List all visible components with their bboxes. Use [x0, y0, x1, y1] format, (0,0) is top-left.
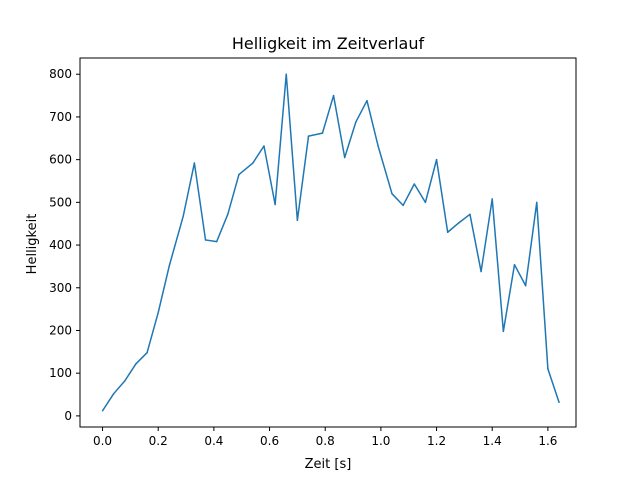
- x-tick-label: 0.4: [204, 434, 223, 448]
- data-point: [332, 94, 335, 97]
- data-point: [146, 351, 148, 354]
- x-axis-label: Zeit [s]: [305, 457, 352, 472]
- data-point: [307, 135, 310, 137]
- y-tick-label: 500: [49, 195, 72, 209]
- data-point: [355, 121, 357, 123]
- data-point: [469, 213, 471, 216]
- y-tick-label: 200: [49, 323, 72, 337]
- data-point: [101, 410, 104, 412]
- data-point: [182, 215, 185, 217]
- series-line-0: [101, 73, 560, 412]
- x-tick-label: 0.6: [260, 434, 279, 448]
- data-point: [204, 239, 207, 241]
- data-point: [480, 270, 482, 273]
- data-point: [157, 311, 159, 314]
- data-point: [193, 162, 196, 164]
- y-tick-label: 100: [49, 366, 72, 380]
- data-point: [285, 73, 287, 75]
- x-axis: 0.0 0.2 0.4 0.6 0.8 1.0 1.2 1.4 1.6: [93, 427, 557, 448]
- data-point: [413, 183, 416, 185]
- y-tick-label: 800: [49, 67, 72, 81]
- y-axis-label: Helligkeit: [25, 214, 40, 275]
- y-tick-label: 400: [49, 238, 72, 252]
- data-point: [524, 284, 527, 287]
- data-point: [491, 198, 493, 200]
- data-point: [321, 132, 324, 134]
- data-point: [547, 368, 549, 370]
- y-tick-label: 700: [49, 110, 72, 124]
- x-tick-label: 1.2: [427, 434, 446, 448]
- x-tick-label: 0.2: [149, 434, 168, 448]
- data-point: [168, 264, 171, 267]
- data-point: [343, 156, 346, 159]
- data-point: [513, 263, 516, 266]
- data-point: [366, 99, 368, 102]
- chart-title: Helligkeit im Zeitverlauf: [232, 34, 425, 53]
- data-point: [238, 173, 240, 176]
- data-point: [424, 201, 427, 204]
- y-axis: 0 100 200 300 400 500 600 700 800: [49, 67, 80, 423]
- data-point: [458, 222, 460, 224]
- data-point: [274, 203, 276, 206]
- data-point: [227, 213, 229, 216]
- data-point: [377, 145, 379, 147]
- data-point: [215, 240, 218, 243]
- y-tick-label: 300: [49, 281, 72, 295]
- x-tick-label: 1.0: [371, 434, 390, 448]
- data-point: [446, 231, 449, 233]
- data-point: [536, 201, 538, 204]
- plot-area: [79, 57, 577, 428]
- y-tick-label: 0: [64, 409, 72, 423]
- data-point: [124, 380, 126, 382]
- x-tick-label: 1.6: [538, 434, 557, 448]
- x-tick-label: 1.4: [483, 434, 502, 448]
- y-tick-label: 600: [49, 153, 72, 167]
- data-point: [263, 145, 265, 147]
- data-point: [296, 219, 299, 222]
- data-point: [435, 158, 438, 161]
- data-point: [135, 363, 137, 365]
- data-point: [252, 162, 254, 164]
- x-tick-label: 0.0: [93, 434, 112, 448]
- data-point: [402, 204, 404, 207]
- data-point: [502, 330, 505, 333]
- data-point: [112, 392, 115, 395]
- data-point: [558, 401, 560, 403]
- plot-frame: [79, 57, 577, 428]
- data-point: [391, 193, 393, 195]
- x-tick-label: 0.8: [316, 434, 335, 448]
